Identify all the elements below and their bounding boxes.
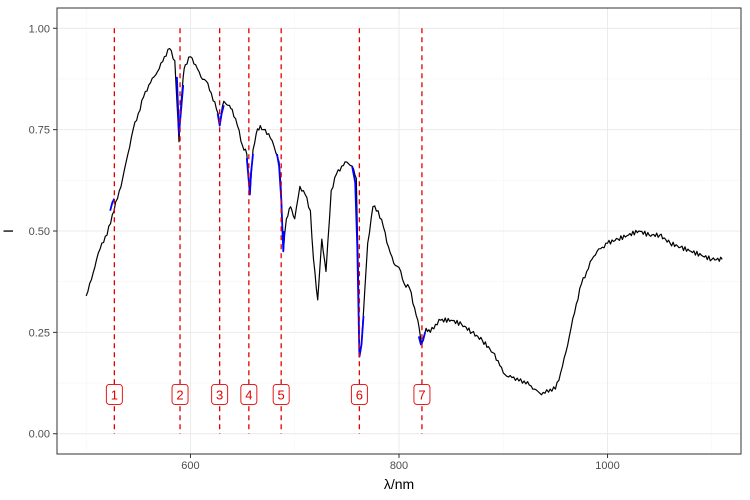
marker-label-5: 5	[278, 387, 285, 402]
x-tick-label: 1000	[595, 460, 619, 472]
y-tick-label: 0.75	[29, 125, 50, 137]
marker-layer: 1 2 3 4 5 6 7	[105, 28, 431, 434]
marker-box-4	[240, 383, 258, 405]
y-tick-label: 0.25	[29, 327, 50, 339]
y-axis-title: I	[0, 229, 16, 233]
absorption-fit-segment-4	[245, 153, 254, 196]
marker-box-1	[105, 383, 123, 405]
marker-label-7: 7	[418, 387, 425, 402]
x-tick-label: 600	[181, 460, 199, 472]
marker-box-6	[350, 383, 368, 405]
y-tick-label: 0.00	[29, 429, 50, 441]
marker-box-3	[211, 383, 229, 405]
x-tick-label: 800	[390, 460, 408, 472]
absorption-fit-segment-3	[216, 105, 225, 127]
x-axis-title: λ/nm	[384, 476, 414, 492]
grid	[57, 8, 741, 454]
y-tick-label: 0.50	[29, 226, 50, 238]
absorption-fit-segment-1	[109, 198, 116, 211]
marker-label-1: 1	[111, 387, 118, 402]
marker-box-7	[413, 383, 431, 405]
y-tick-label: 1.00	[29, 23, 50, 35]
series-layer	[85, 47, 723, 396]
marker-box-5	[272, 383, 290, 405]
marker-label-4: 4	[245, 387, 252, 402]
absorption-fit-segment-6	[351, 165, 365, 358]
marker-box-2	[171, 383, 189, 405]
axis-ticks: 600 800 1000 0.00 0.25 0.50 0.75 1.00	[29, 23, 620, 472]
absorption-fit-segment-5	[276, 153, 286, 253]
marker-label-6: 6	[356, 387, 363, 402]
marker-label-2: 2	[176, 387, 183, 402]
marker-label-3: 3	[216, 387, 223, 402]
spectrum-line	[85, 47, 723, 396]
absorption-fit-segment-7	[417, 332, 426, 346]
